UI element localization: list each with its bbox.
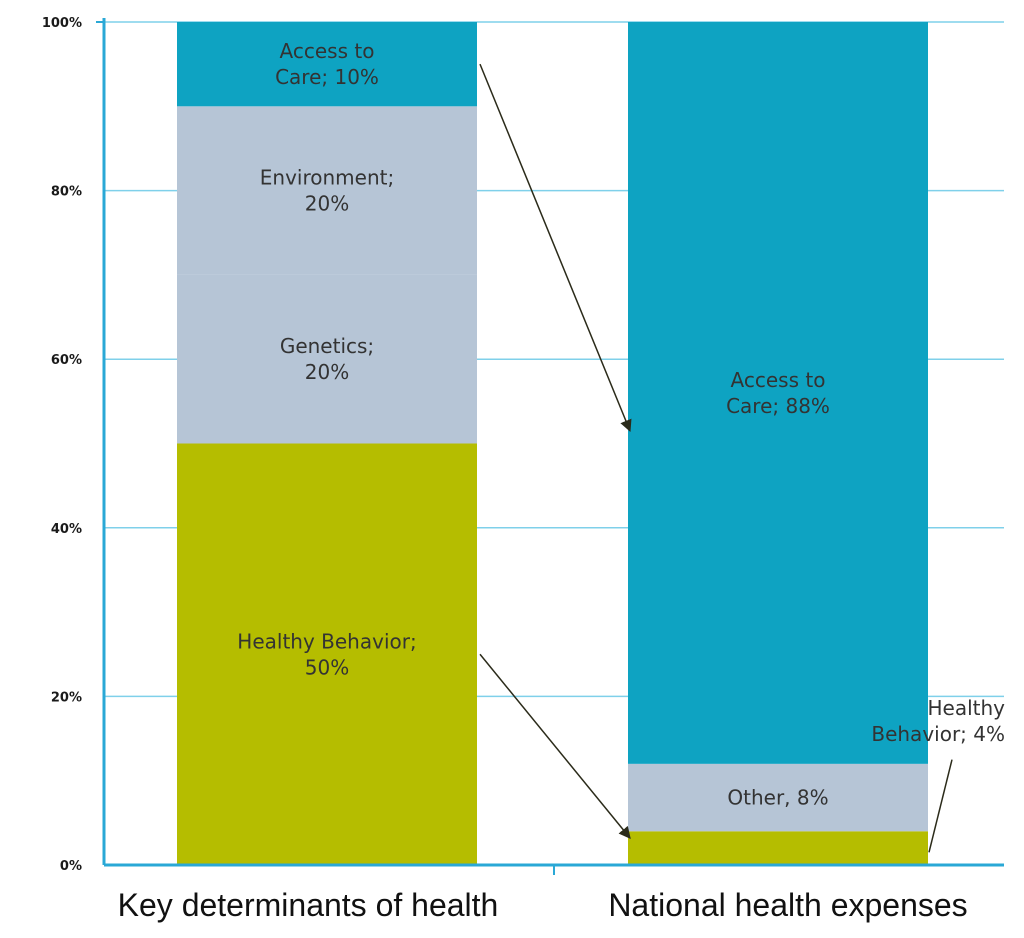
segment-label: 20% <box>305 192 349 216</box>
segment-label: Healthy <box>927 696 1005 720</box>
segment-label: Care; 10% <box>275 65 379 89</box>
y-tick-label: 0% <box>60 859 82 874</box>
y-tick-label: 60% <box>51 353 82 368</box>
segment-label: 20% <box>305 360 349 384</box>
arrows <box>479 63 953 853</box>
bar-segment <box>177 106 477 275</box>
bar-segment <box>177 22 477 107</box>
bar-segment <box>177 274 477 444</box>
bar-segment <box>628 22 928 764</box>
bar-segment <box>628 831 928 865</box>
x-category-label: National health expenses <box>608 887 967 923</box>
segment-label: Other, 8% <box>727 786 828 810</box>
segment-label: Access to <box>280 39 375 63</box>
label-leader-line <box>928 759 953 853</box>
y-tick-label: 20% <box>51 690 82 705</box>
axes: 0% 20% 40% 60% 80% 100% Key determinants of he… <box>42 16 1004 923</box>
y-tick-label: 100% <box>42 16 82 31</box>
segment-label: 50% <box>305 655 349 679</box>
bar-segment <box>628 763 928 832</box>
segment-label: Environment; <box>260 166 394 190</box>
segment-label: Access to <box>731 368 826 392</box>
segment-label: Healthy Behavior; <box>237 629 416 653</box>
y-tick-label: 80% <box>51 185 82 200</box>
segment-label: Genetics; <box>280 334 374 358</box>
y-tick-label: 40% <box>51 522 82 537</box>
x-category-label: Key determinants of health <box>118 887 499 923</box>
segment-label: Behavior; 4% <box>871 722 1005 746</box>
bar-segment <box>177 443 477 865</box>
arrow-healthy-behavior <box>479 653 631 839</box>
arrow-access-to-care <box>479 63 632 432</box>
bars <box>177 22 928 865</box>
segment-labels: Healthy Behavior;50%Genetics;20%Environm… <box>237 39 1005 809</box>
segment-label: Care; 88% <box>726 394 830 418</box>
